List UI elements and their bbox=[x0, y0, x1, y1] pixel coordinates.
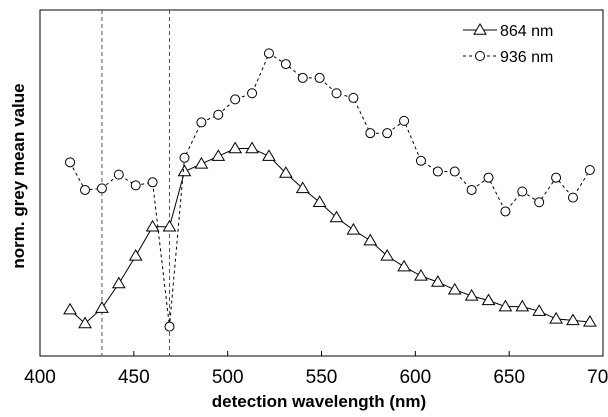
data-point-triangle bbox=[177, 164, 192, 177]
data-point-triangle bbox=[515, 299, 530, 312]
data-point-triangle bbox=[145, 219, 160, 232]
data-point-triangle bbox=[78, 316, 92, 329]
x-tick-label: 550 bbox=[306, 367, 338, 388]
data-point-triangle bbox=[278, 166, 293, 178]
series-1 bbox=[63, 141, 597, 329]
data-point-circle bbox=[415, 155, 426, 166]
series-line bbox=[69, 148, 590, 325]
data-point-circle bbox=[534, 197, 545, 208]
data-point-triangle bbox=[95, 301, 109, 313]
x-tick-label: 600 bbox=[399, 367, 431, 388]
data-point-circle bbox=[517, 186, 528, 197]
data-point-circle bbox=[263, 48, 274, 59]
legend-item-1: 864 nm bbox=[463, 23, 553, 40]
data-point-circle bbox=[365, 128, 376, 139]
x-tick-label: 450 bbox=[118, 367, 150, 388]
data-point-triangle bbox=[111, 276, 126, 289]
data-point-circle bbox=[247, 88, 258, 99]
data-point-triangle bbox=[464, 288, 479, 301]
data-point-circle bbox=[382, 128, 393, 139]
x-tick-label: 500 bbox=[212, 367, 244, 388]
data-point-circle bbox=[432, 166, 443, 177]
data-point-circle bbox=[449, 166, 460, 177]
data-point-triangle bbox=[397, 259, 411, 272]
data-point-circle bbox=[213, 109, 224, 120]
data-point-triangle bbox=[162, 219, 177, 232]
data-point-triangle bbox=[549, 311, 563, 324]
data-point-circle bbox=[551, 172, 562, 183]
data-point-circle bbox=[147, 177, 158, 188]
data-point-triangle bbox=[295, 181, 310, 194]
data-point-triangle bbox=[582, 314, 597, 327]
data-point-circle bbox=[314, 72, 325, 83]
legend-label: 936 nm bbox=[500, 49, 553, 66]
data-point-triangle bbox=[532, 304, 547, 316]
data-point-triangle bbox=[473, 23, 487, 35]
data-point-circle bbox=[130, 180, 141, 191]
data-point-triangle bbox=[128, 248, 143, 261]
data-point-triangle bbox=[329, 210, 344, 223]
x-tick-label: 400 bbox=[24, 367, 56, 388]
data-point-triangle bbox=[498, 299, 513, 312]
data-point-triangle bbox=[245, 141, 259, 154]
data-point-circle bbox=[297, 72, 308, 83]
data-point-triangle bbox=[566, 313, 580, 326]
data-point-triangle bbox=[481, 293, 496, 306]
x-tick-label: 650 bbox=[493, 367, 525, 388]
data-point-circle bbox=[113, 169, 124, 180]
data-point-triangle bbox=[363, 233, 378, 246]
data-point-circle bbox=[179, 152, 190, 163]
data-point-circle bbox=[96, 183, 107, 194]
x-axis-title: detection wavelength (nm) bbox=[212, 392, 426, 411]
data-point-triangle bbox=[430, 275, 445, 287]
legend-label: 864 nm bbox=[500, 23, 553, 40]
data-point-triangle bbox=[63, 302, 77, 315]
data-point-circle bbox=[475, 51, 485, 61]
data-point-circle bbox=[65, 157, 76, 168]
data-point-triangle bbox=[380, 248, 395, 261]
y-axis-title: norm. grey mean value bbox=[9, 83, 28, 268]
data-point-circle bbox=[500, 206, 511, 217]
data-point-circle bbox=[466, 184, 477, 195]
data-point-circle bbox=[348, 92, 359, 103]
data-point-circle bbox=[584, 165, 595, 176]
data-point-circle bbox=[164, 321, 175, 332]
data-point-circle bbox=[399, 115, 410, 126]
data-point-circle bbox=[196, 117, 207, 128]
data-point-circle bbox=[230, 94, 241, 105]
data-point-circle bbox=[80, 184, 91, 195]
x-tick-label: 700 bbox=[587, 367, 608, 388]
data-point-circle bbox=[483, 172, 494, 183]
legend-item-2: 936 nm bbox=[463, 49, 553, 66]
data-point-triangle bbox=[194, 156, 209, 169]
data-point-circle bbox=[567, 192, 578, 203]
data-point-circle bbox=[280, 59, 291, 70]
data-point-triangle bbox=[262, 149, 276, 161]
data-point-circle bbox=[331, 88, 342, 99]
data-point-triangle bbox=[228, 141, 243, 154]
data-point-triangle bbox=[211, 149, 226, 161]
series-2 bbox=[65, 48, 595, 332]
data-point-triangle bbox=[346, 222, 361, 235]
data-point-triangle bbox=[447, 282, 462, 295]
series-line bbox=[69, 52, 591, 327]
data-point-triangle bbox=[312, 195, 327, 207]
data-point-triangle bbox=[414, 268, 428, 281]
